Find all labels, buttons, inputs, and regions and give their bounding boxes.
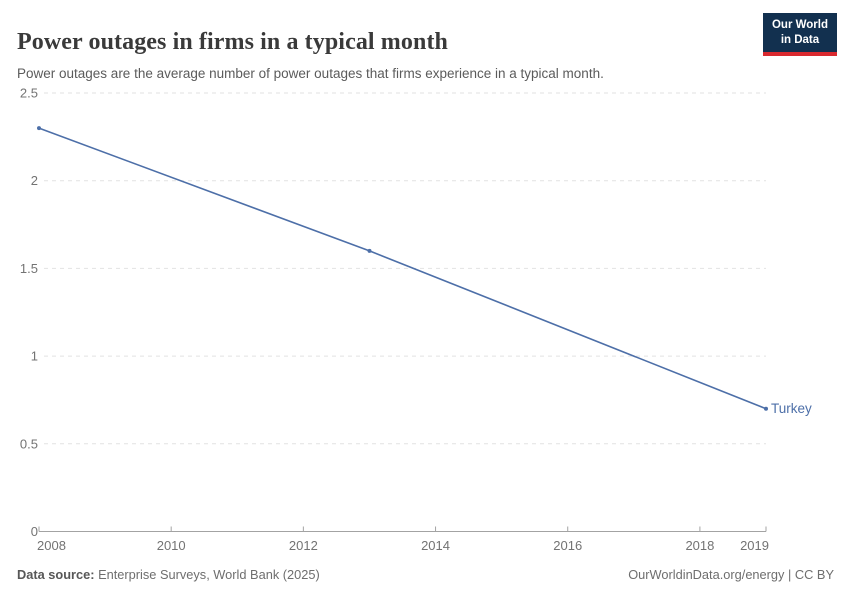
y-tick-label: 0.5 <box>20 436 38 451</box>
owid-logo[interactable]: Our World in Data <box>762 13 837 56</box>
y-tick-label: 0 <box>31 524 38 539</box>
x-tick-label: 2008 <box>37 538 66 553</box>
credit-link[interactable]: OurWorldinData.org/energy | CC BY <box>628 567 834 582</box>
data-point-marker <box>764 406 768 411</box>
chart-subtitle: Power outages are the average number of … <box>17 65 604 81</box>
y-tick-label: 2.5 <box>20 86 38 101</box>
data-point-marker <box>367 248 372 253</box>
data-source-link[interactable]: Enterprise Surveys, World Bank (2025) <box>98 567 320 582</box>
x-tick-label: 2019 <box>740 538 769 553</box>
x-tick-label: 2014 <box>421 538 450 553</box>
x-tick-label: 2010 <box>157 538 186 553</box>
data-source-label: Data source: <box>17 567 95 582</box>
chart-title: Power outages in firms in a typical mont… <box>17 29 448 56</box>
owid-logo-line2: in Data <box>780 33 820 46</box>
y-tick-label: 1 <box>31 349 38 364</box>
y-tick-label: 1.5 <box>20 261 38 276</box>
data-point-marker <box>37 126 41 131</box>
x-tick-label: 2012 <box>289 538 318 553</box>
data-source-line: Data source: Enterprise Surveys, World B… <box>17 567 320 582</box>
owid-logo-line1: Our World <box>771 19 828 31</box>
x-tick-label: 2018 <box>685 538 714 553</box>
series-entity-label[interactable]: Turkey <box>771 401 812 416</box>
y-tick-label: 2 <box>31 173 38 188</box>
chart-footer: Data source: Enterprise Surveys, World B… <box>17 567 834 582</box>
x-tick-label: 2016 <box>553 538 582 553</box>
